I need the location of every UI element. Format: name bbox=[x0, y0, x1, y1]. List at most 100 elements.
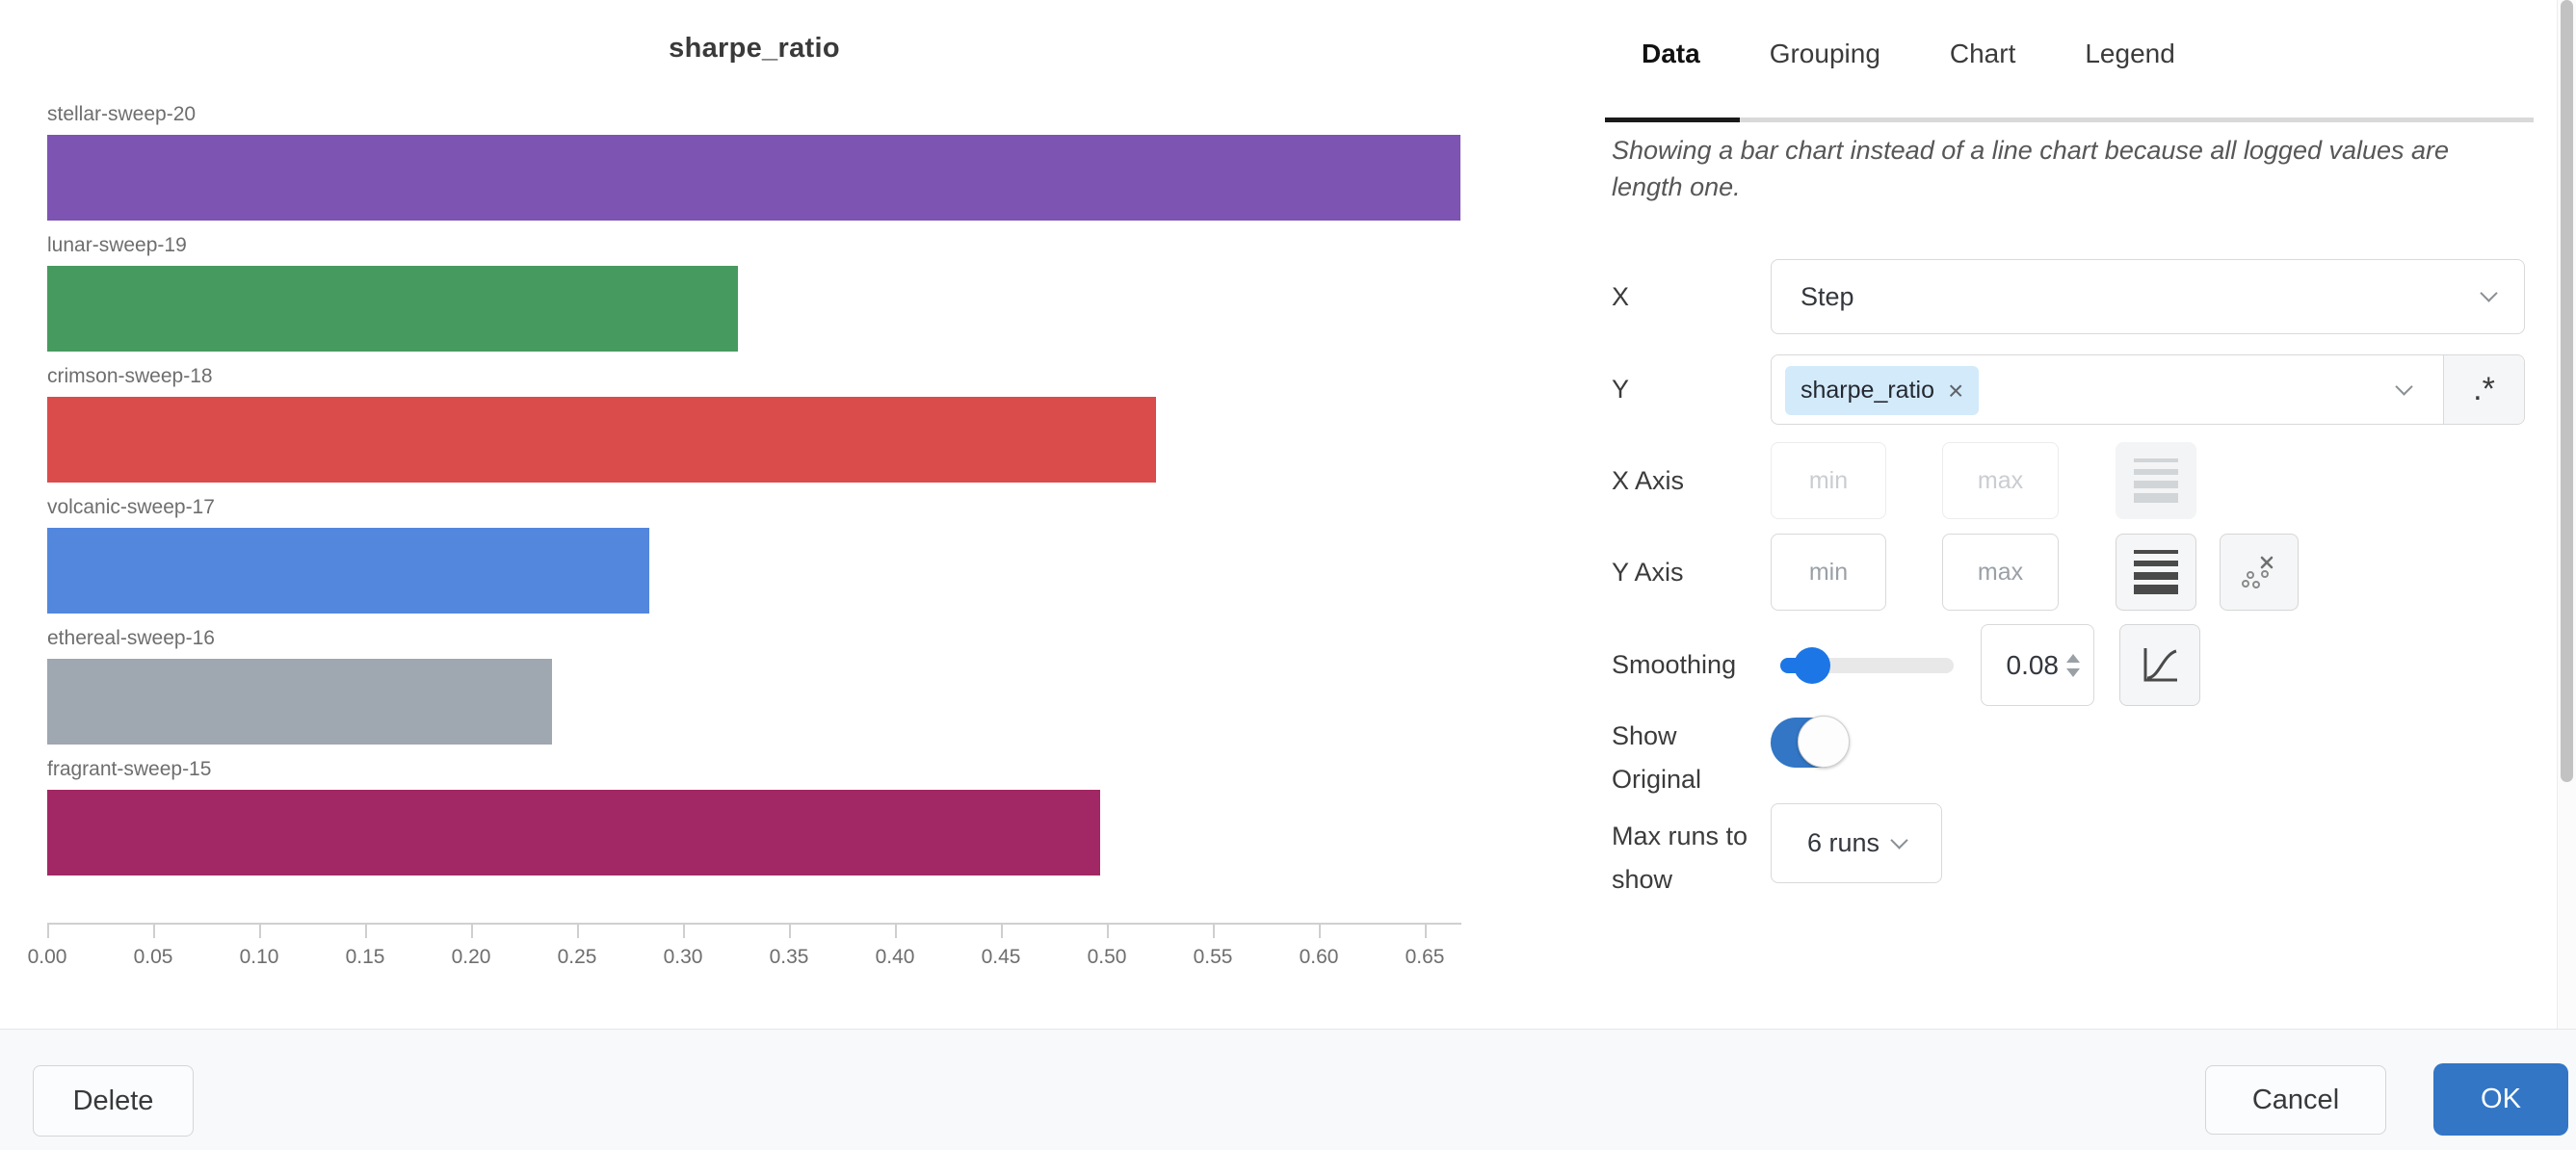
row-x-axis: X Axis bbox=[1605, 442, 2534, 519]
x-axis-tick-label: 0.40 bbox=[875, 946, 915, 968]
run-label: crimson-sweep-18 bbox=[47, 365, 213, 387]
scrollbar-thumb[interactable] bbox=[2561, 0, 2573, 782]
tab-legend[interactable]: Legend bbox=[2085, 39, 2175, 68]
chevron-down-icon bbox=[2480, 284, 2498, 302]
x-axis-tick bbox=[789, 923, 791, 938]
x-axis-log-scale-button bbox=[2116, 442, 2196, 519]
show-original-label: Show Original bbox=[1612, 721, 1702, 794]
x-axis-min-input[interactable] bbox=[1771, 442, 1886, 519]
ignore-outliers-button[interactable] bbox=[2220, 534, 2299, 611]
bar-volcanic-sweep-17[interactable] bbox=[47, 528, 649, 614]
x-axis-tick-label: 0.30 bbox=[663, 946, 703, 968]
x-axis-tick-label: 0.35 bbox=[769, 946, 809, 968]
bar-lunar-sweep-19[interactable] bbox=[47, 266, 738, 352]
run-label: fragrant-sweep-15 bbox=[47, 758, 212, 780]
x-axis-tick bbox=[1107, 923, 1109, 938]
x-axis-tick bbox=[1425, 923, 1427, 938]
x-axis-tick bbox=[153, 923, 155, 938]
bar-ethereal-sweep-16[interactable] bbox=[47, 659, 552, 745]
x-axis-tick bbox=[259, 923, 261, 938]
x-axis-tick-label: 0.60 bbox=[1299, 946, 1339, 968]
y-axis-max-input[interactable] bbox=[1942, 534, 2059, 611]
x-axis-tick bbox=[1213, 923, 1215, 938]
smoothing-value-input[interactable]: 0.08 bbox=[1981, 624, 2094, 706]
smoothing-value: 0.08 bbox=[2006, 649, 2060, 680]
regex-toggle-button[interactable]: .* bbox=[2443, 355, 2524, 424]
tab-underline-active bbox=[1605, 118, 1740, 122]
running-average-icon bbox=[2143, 647, 2177, 681]
x-axis-tick-label: 0.25 bbox=[557, 946, 597, 968]
row-x: X Step bbox=[1605, 259, 2534, 334]
x-axis-tick bbox=[895, 923, 897, 938]
chevron-down-icon bbox=[2395, 378, 2413, 396]
bar-stellar-sweep-20[interactable] bbox=[47, 135, 1460, 221]
log-scale-icon bbox=[2134, 550, 2178, 594]
run-label: ethereal-sweep-16 bbox=[47, 627, 215, 649]
x-axis-tick-label: 0.05 bbox=[133, 946, 173, 968]
close-icon[interactable]: × bbox=[1947, 375, 1964, 405]
bar-crimson-sweep-18[interactable] bbox=[47, 397, 1156, 483]
row-max-runs: Max runs to show 6 runs bbox=[1605, 799, 2534, 896]
chart-title: sharpe_ratio bbox=[669, 33, 840, 64]
x-axis-tick bbox=[683, 923, 685, 938]
x-axis-tick bbox=[577, 923, 579, 938]
run-label: lunar-sweep-19 bbox=[47, 234, 187, 256]
x-axis-tick-label: 0.55 bbox=[1193, 946, 1233, 968]
smoothing-label: Smoothing bbox=[1612, 650, 1737, 679]
show-original-toggle[interactable] bbox=[1771, 716, 1850, 768]
run-label: volcanic-sweep-17 bbox=[47, 496, 215, 518]
ignore-outliers-icon bbox=[2242, 556, 2274, 588]
toggle-knob bbox=[1798, 716, 1850, 768]
x-axis-tick bbox=[47, 923, 49, 938]
x-axis-tick-label: 0.20 bbox=[451, 946, 491, 968]
scrollbar-track[interactable] bbox=[2557, 0, 2576, 1029]
number-spinner[interactable] bbox=[2066, 653, 2080, 677]
ok-button[interactable]: OK bbox=[2433, 1063, 2568, 1136]
y-axis-log-scale-button[interactable] bbox=[2116, 534, 2196, 611]
row-y-axis: Y Axis bbox=[1605, 534, 2534, 611]
y-metric-chip-label: sharpe_ratio bbox=[1801, 377, 1934, 404]
x-axis-tick-label: 0.15 bbox=[345, 946, 385, 968]
y-metric-chip[interactable]: sharpe_ratio × bbox=[1785, 366, 1980, 415]
row-smoothing: Smoothing 0.08 bbox=[1605, 624, 2534, 706]
tab-underline-track bbox=[1605, 118, 2534, 122]
cancel-button[interactable]: Cancel bbox=[2205, 1065, 2386, 1135]
row-y: Y sharpe_ratio × .* bbox=[1605, 354, 2534, 425]
max-runs-value: 6 runs bbox=[1806, 828, 1880, 857]
x-axis-tick bbox=[1319, 923, 1321, 938]
max-runs-label: Max runs to show bbox=[1612, 822, 1748, 894]
x-axis-tick-label: 0.45 bbox=[981, 946, 1021, 968]
x-axis-tick bbox=[365, 923, 367, 938]
tab-data[interactable]: Data bbox=[1642, 39, 1700, 68]
slider-knob[interactable] bbox=[1794, 647, 1830, 684]
row-show-original: Show Original bbox=[1605, 711, 2534, 803]
delete-button[interactable]: Delete bbox=[33, 1065, 194, 1137]
chart-type-note: Showing a bar chart instead of a line ch… bbox=[1612, 136, 2450, 201]
spinner-down-icon[interactable] bbox=[2066, 667, 2080, 677]
x-axis-tick-label: 0.50 bbox=[1087, 946, 1127, 968]
run-label: stellar-sweep-20 bbox=[47, 103, 197, 125]
x-axis-max-input[interactable] bbox=[1942, 442, 2059, 519]
dialog-footer: Delete Cancel OK bbox=[0, 1029, 2576, 1150]
smoothing-slider[interactable] bbox=[1780, 624, 1954, 706]
tab-chart[interactable]: Chart bbox=[1949, 39, 2016, 68]
tab-bar: Data Grouping Chart Legend bbox=[1642, 39, 2175, 69]
settings-panel: Data Grouping Chart Legend Showing a bar ch… bbox=[1605, 0, 2534, 1029]
x-axis-tick-label: 0.10 bbox=[239, 946, 279, 968]
x-select[interactable]: Step bbox=[1771, 259, 2525, 334]
max-runs-select[interactable]: 6 runs bbox=[1771, 803, 1942, 883]
running-average-button[interactable] bbox=[2119, 624, 2200, 706]
tab-grouping[interactable]: Grouping bbox=[1769, 39, 1880, 68]
log-scale-icon bbox=[2134, 458, 2178, 503]
x-axis-tick-label: 0.00 bbox=[27, 946, 67, 968]
x-axis-tick-label: 0.65 bbox=[1405, 946, 1445, 968]
y-multiselect[interactable]: sharpe_ratio × .* bbox=[1771, 354, 2525, 425]
spinner-up-icon[interactable] bbox=[2066, 653, 2080, 663]
y-axis-min-input[interactable] bbox=[1771, 534, 1886, 611]
bar-fragrant-sweep-15[interactable] bbox=[47, 790, 1100, 876]
x-label: X bbox=[1612, 282, 1630, 311]
x-axis-line bbox=[47, 923, 1461, 925]
y-label: Y bbox=[1612, 375, 1630, 404]
chevron-down-icon bbox=[1890, 831, 1908, 849]
y-axis-label: Y Axis bbox=[1612, 558, 1684, 587]
